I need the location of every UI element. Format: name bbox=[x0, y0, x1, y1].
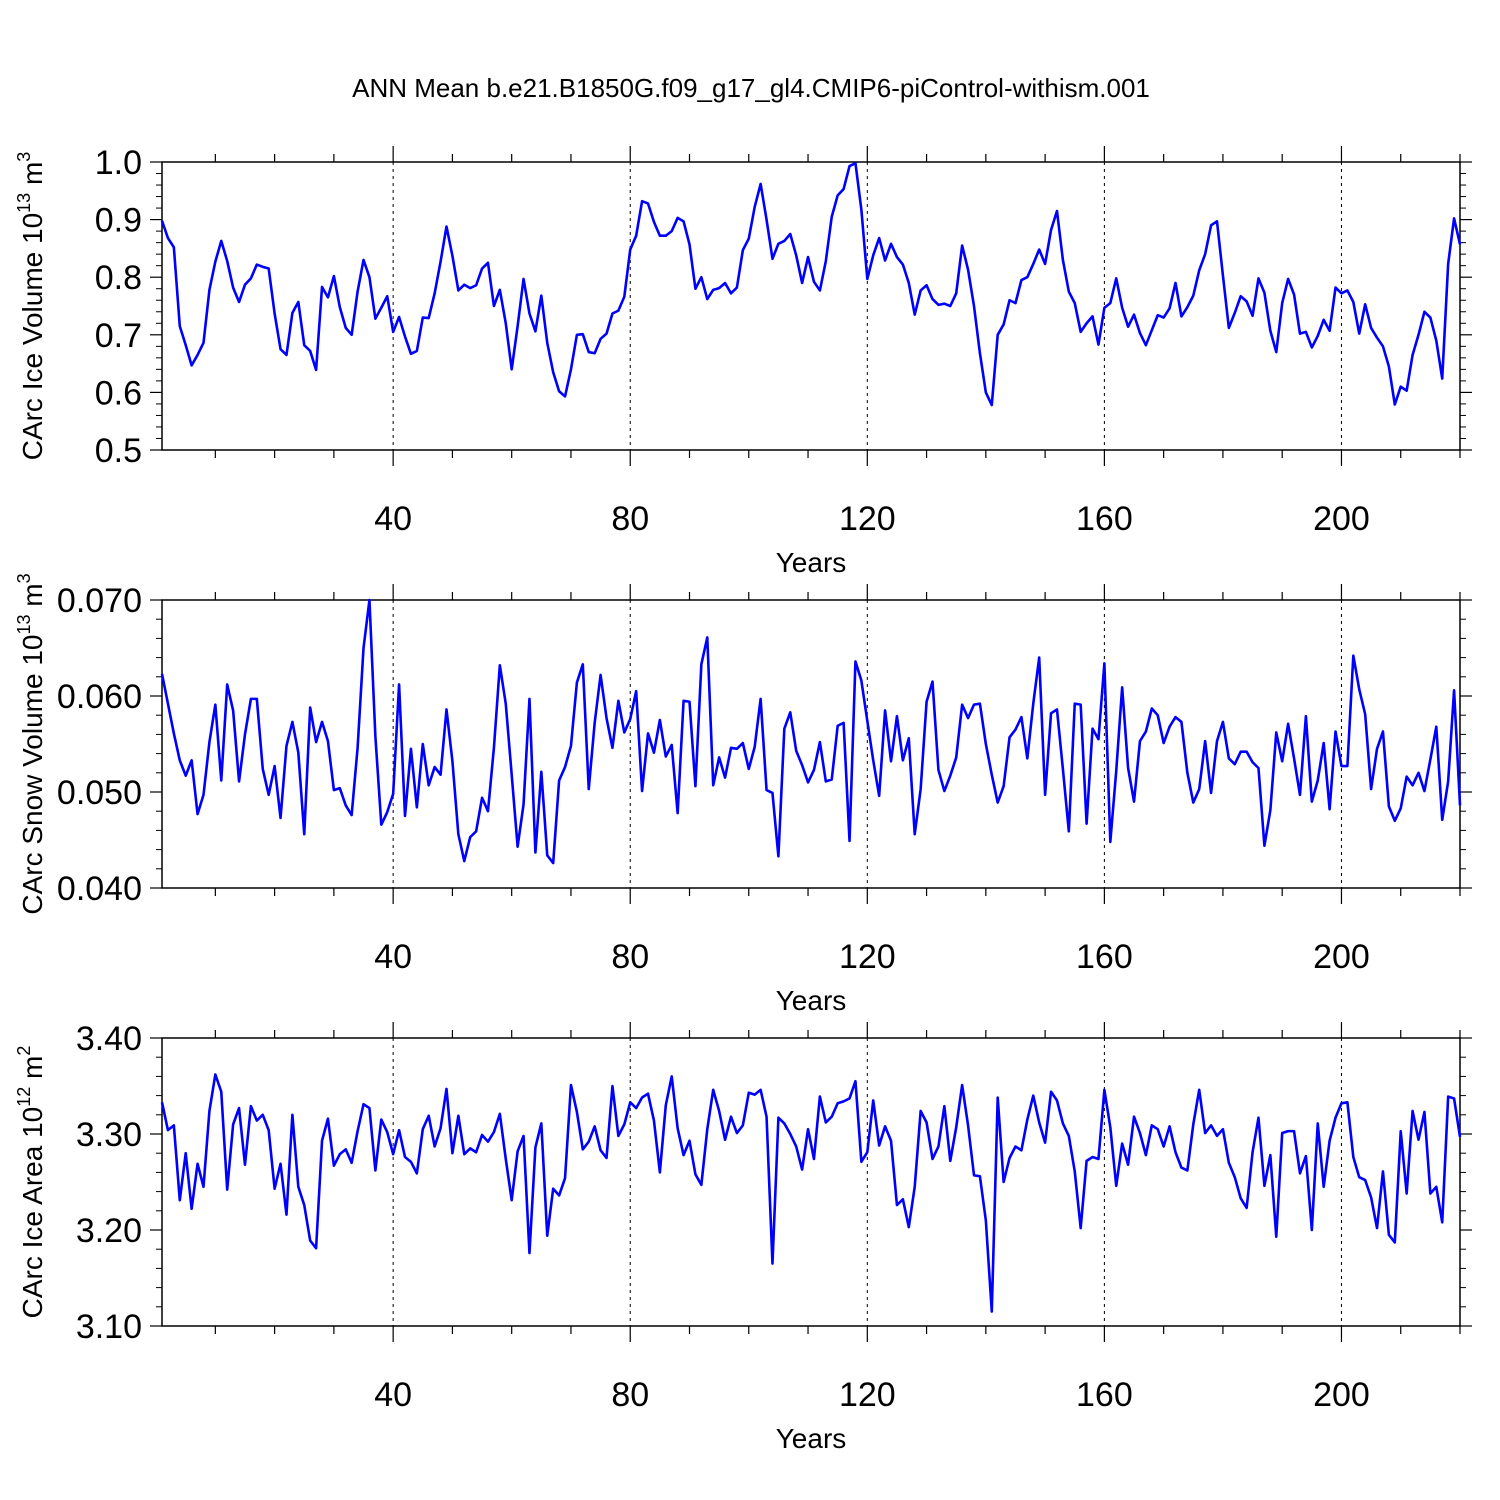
x-axis-title: Years bbox=[776, 1423, 847, 1454]
y-tick-label: 0.050 bbox=[57, 774, 142, 812]
x-tick-label: 80 bbox=[611, 500, 649, 538]
y-tick-label: 3.30 bbox=[76, 1116, 142, 1154]
y-axis-title-text: CArc Ice Volume 10 bbox=[17, 213, 48, 460]
y-axis-title-text: CArc Ice Area 10 bbox=[17, 1107, 48, 1319]
x-tick-label: 80 bbox=[611, 1376, 649, 1414]
x-tick-label: 80 bbox=[611, 938, 649, 976]
y-tick-label: 3.10 bbox=[76, 1308, 142, 1346]
y-axis-title: CArc Ice Area 1012 m2 bbox=[14, 1046, 48, 1319]
x-tick-label: 40 bbox=[374, 1376, 412, 1414]
main-title: ANN Mean b.e21.B1850G.f09_g17_gl4.CMIP6-… bbox=[352, 73, 1150, 103]
plot-frame bbox=[161, 599, 1461, 889]
panel-snow-volume: 0.040 0.050 0.060 0.070 40 80 120 160 200 Years CA… bbox=[14, 573, 1472, 1016]
y-axis-unit-exponent: 2 bbox=[14, 1046, 34, 1056]
y-tick-label: 0.8 bbox=[95, 259, 142, 297]
y-tick-label: 3.20 bbox=[76, 1212, 142, 1250]
series-line-snow-volume bbox=[160, 598, 1462, 865]
y-tick-label: 0.6 bbox=[95, 374, 142, 412]
x-tick-label: 200 bbox=[1313, 938, 1370, 976]
y-tick-label: 0.070 bbox=[57, 582, 142, 620]
x-tick-label: 120 bbox=[839, 938, 896, 976]
x-tick-label: 160 bbox=[1076, 938, 1133, 976]
x-tick-label: 40 bbox=[374, 500, 412, 538]
y-axis-unit-exponent: 3 bbox=[14, 152, 34, 162]
x-tick-label: 200 bbox=[1313, 1376, 1370, 1414]
y-axis-exponent: 12 bbox=[14, 1087, 34, 1107]
y-axis-unit: m bbox=[17, 1056, 48, 1087]
y-tick-label: 0.060 bbox=[57, 678, 142, 716]
y-tick-label: 0.9 bbox=[95, 202, 142, 240]
x-axis-title: Years bbox=[776, 547, 847, 578]
series-line-ice-volume bbox=[160, 161, 1462, 407]
y-tick-label: 3.40 bbox=[76, 1020, 142, 1058]
x-tick-label: 160 bbox=[1076, 500, 1133, 538]
x-tick-label: 120 bbox=[839, 1376, 896, 1414]
y-axis-title: CArc Ice Volume 1013 m3 bbox=[14, 152, 48, 461]
y-axis-exponent: 13 bbox=[14, 193, 34, 213]
x-tick-label: 40 bbox=[374, 938, 412, 976]
y-axis-title-text: CArc Snow Volume 10 bbox=[17, 635, 48, 915]
x-axis-title: Years bbox=[776, 985, 847, 1016]
x-tick-label: 200 bbox=[1313, 500, 1370, 538]
y-axis-exponent: 13 bbox=[14, 614, 34, 634]
plot-frame bbox=[161, 161, 1461, 451]
y-tick-label: 0.040 bbox=[57, 870, 142, 908]
y-axis-unit-exponent: 3 bbox=[14, 573, 34, 583]
x-tick-label: 120 bbox=[839, 500, 896, 538]
series-line-ice-area bbox=[160, 1073, 1462, 1313]
y-axis-title: CArc Snow Volume 1013 m3 bbox=[14, 573, 48, 914]
y-tick-label: 0.5 bbox=[95, 432, 142, 470]
panel-ice-volume: 0.5 0.6 0.7 0.8 0.9 1.0 40 80 120 160 200 Years CArc… bbox=[14, 144, 1472, 578]
y-axis-unit: m bbox=[17, 162, 48, 193]
panel-ice-area: 3.10 3.20 3.30 3.40 40 80 120 160 200 Years CArc I… bbox=[14, 1020, 1472, 1454]
y-axis-unit: m bbox=[17, 583, 48, 614]
y-tick-label: 0.7 bbox=[95, 317, 142, 355]
y-tick-label: 1.0 bbox=[95, 144, 142, 182]
plot-frame bbox=[161, 1037, 1461, 1327]
x-tick-label: 160 bbox=[1076, 1376, 1133, 1414]
